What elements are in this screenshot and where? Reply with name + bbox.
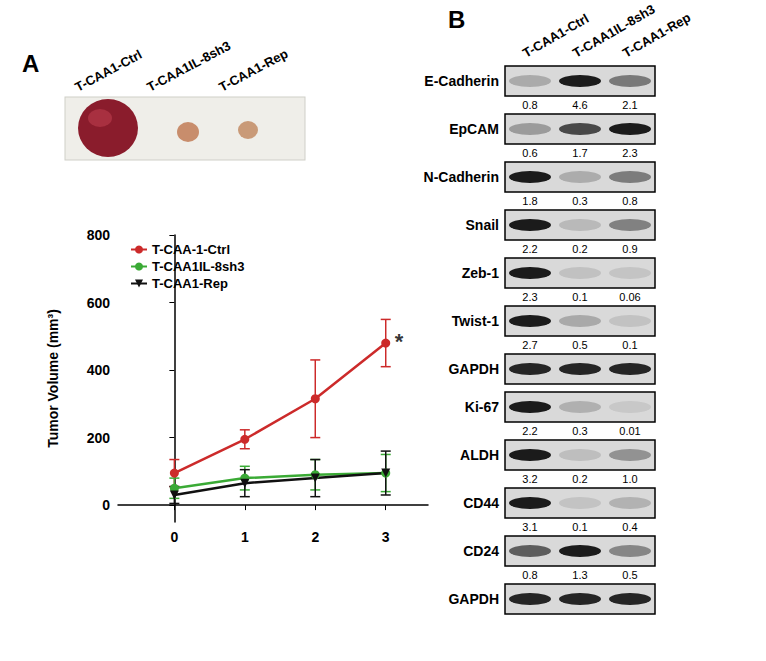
svg-text:400: 400 <box>87 362 111 378</box>
svg-text:*: * <box>395 329 404 354</box>
svg-text:Snail: Snail <box>466 217 499 233</box>
svg-text:2.3: 2.3 <box>522 291 537 303</box>
svg-text:3.1: 3.1 <box>522 521 537 533</box>
svg-text:B: B <box>448 6 465 33</box>
svg-text:0.2: 0.2 <box>572 243 587 255</box>
svg-text:0.01: 0.01 <box>619 425 640 437</box>
svg-text:Tumor Volume (mm³): Tumor Volume (mm³) <box>45 309 61 448</box>
svg-text:2.7: 2.7 <box>522 339 537 351</box>
svg-text:CD24: CD24 <box>463 543 499 559</box>
svg-text:0.1: 0.1 <box>572 291 587 303</box>
svg-text:3.2: 3.2 <box>522 473 537 485</box>
svg-text:0.1: 0.1 <box>622 339 637 351</box>
svg-text:1.0: 1.0 <box>622 473 637 485</box>
svg-text:ALDH: ALDH <box>460 447 499 463</box>
svg-text:2.1: 2.1 <box>622 99 637 111</box>
svg-text:0.3: 0.3 <box>572 425 587 437</box>
svg-text:T-CAA1-Ctrl: T-CAA1-Ctrl <box>72 47 144 95</box>
svg-text:Ki-67: Ki-67 <box>465 399 499 415</box>
svg-text:0: 0 <box>102 497 110 513</box>
svg-text:GAPDH: GAPDH <box>448 591 499 607</box>
svg-text:T-CAA1IL-8sh3: T-CAA1IL-8sh3 <box>152 259 244 274</box>
svg-text:2.2: 2.2 <box>522 425 537 437</box>
svg-text:1.8: 1.8 <box>522 195 537 207</box>
svg-text:0.3: 0.3 <box>572 195 587 207</box>
svg-text:T-CAA1-Rep: T-CAA1-Rep <box>620 10 693 61</box>
svg-text:0.9: 0.9 <box>622 243 637 255</box>
svg-text:T-CAA1-Rep: T-CAA1-Rep <box>216 46 290 95</box>
svg-text:4.6: 4.6 <box>572 99 587 111</box>
svg-text:0.8: 0.8 <box>522 569 537 581</box>
svg-text:800: 800 <box>87 227 111 243</box>
svg-text:E-Cadherin: E-Cadherin <box>424 73 499 89</box>
svg-text:0.5: 0.5 <box>622 569 637 581</box>
svg-text:1.7: 1.7 <box>572 147 587 159</box>
svg-text:1.3: 1.3 <box>572 569 587 581</box>
svg-text:Twist-1: Twist-1 <box>452 313 499 329</box>
svg-text:3: 3 <box>382 529 390 545</box>
svg-text:A: A <box>22 50 39 77</box>
svg-text:2.2: 2.2 <box>522 243 537 255</box>
svg-text:600: 600 <box>87 295 111 311</box>
svg-text:T-CAA1IL-8sh3: T-CAA1IL-8sh3 <box>144 38 234 95</box>
svg-text:Zeb-1: Zeb-1 <box>462 265 500 281</box>
svg-text:1: 1 <box>241 529 249 545</box>
svg-text:0.4: 0.4 <box>622 521 637 533</box>
svg-text:0: 0 <box>170 529 178 545</box>
svg-text:0.1: 0.1 <box>572 521 587 533</box>
svg-text:CD44: CD44 <box>463 495 499 511</box>
svg-text:GAPDH: GAPDH <box>448 361 499 377</box>
svg-text:T-CAA1IL-8sh3: T-CAA1IL-8sh3 <box>570 1 658 60</box>
svg-text:T-CAA1-Rep: T-CAA1-Rep <box>152 276 228 291</box>
svg-text:0.5: 0.5 <box>572 339 587 351</box>
svg-text:0.8: 0.8 <box>622 195 637 207</box>
svg-text:T-CAA1-Ctrl: T-CAA1-Ctrl <box>520 10 592 61</box>
svg-text:0.2: 0.2 <box>572 473 587 485</box>
svg-text:0.8: 0.8 <box>522 99 537 111</box>
svg-text:2: 2 <box>311 529 319 545</box>
svg-text:T-CAA-1-Ctrl: T-CAA-1-Ctrl <box>152 242 230 257</box>
svg-text:EpCAM: EpCAM <box>449 121 499 137</box>
svg-text:0.06: 0.06 <box>619 291 640 303</box>
svg-text:N-Cadherin: N-Cadherin <box>424 169 499 185</box>
svg-text:0.6: 0.6 <box>522 147 537 159</box>
svg-text:2.3: 2.3 <box>622 147 637 159</box>
svg-text:200: 200 <box>87 430 111 446</box>
